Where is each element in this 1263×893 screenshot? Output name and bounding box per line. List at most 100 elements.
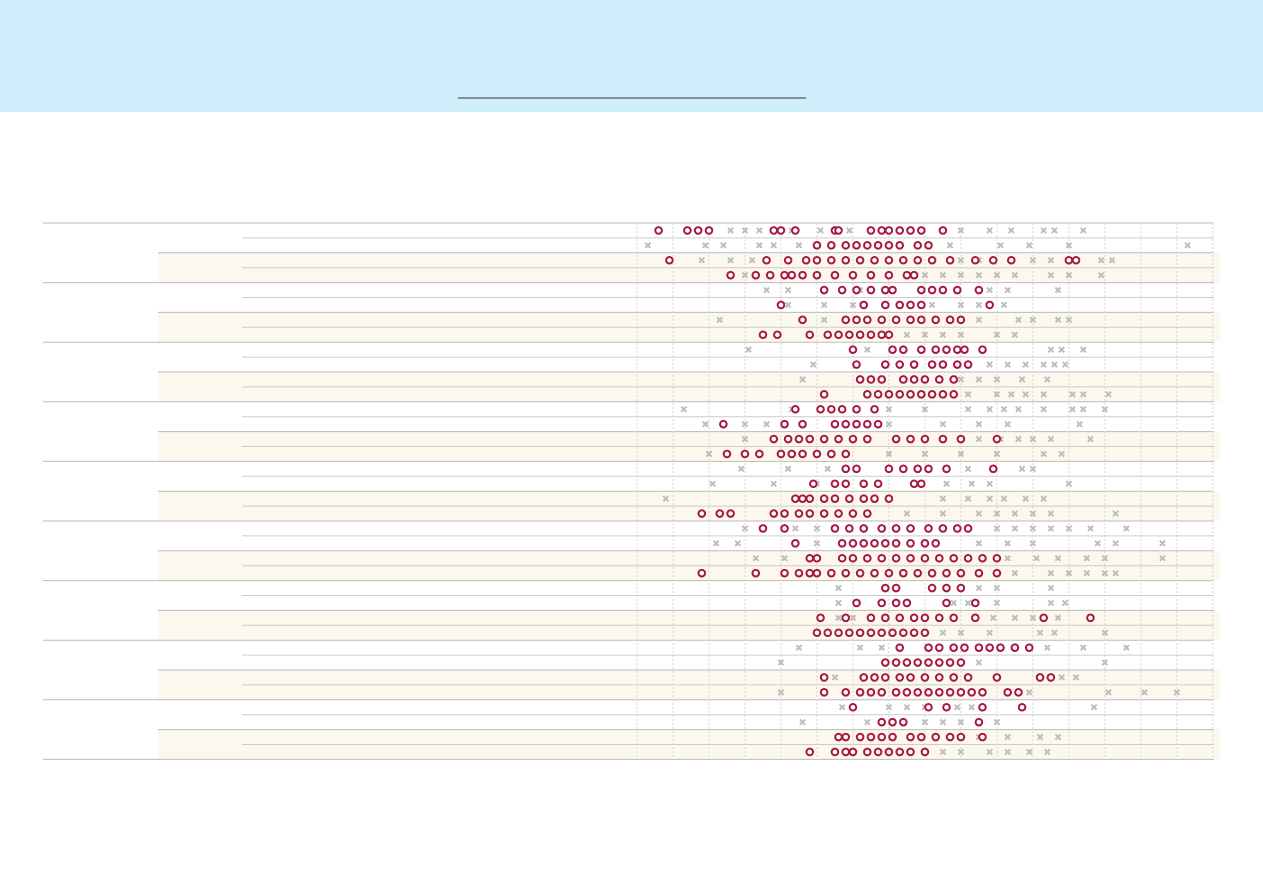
circle-marker	[978, 688, 987, 697]
row-shade	[158, 744, 1220, 760]
circle-marker	[841, 464, 851, 474]
circle-marker	[988, 464, 998, 474]
circle-marker	[891, 583, 901, 593]
circle-marker	[841, 688, 851, 697]
cross-marker	[799, 718, 806, 726]
cross-marker	[727, 256, 734, 264]
cross-marker	[993, 376, 1001, 383]
circle-marker	[956, 688, 966, 697]
cross-marker	[835, 584, 842, 592]
cross-marker	[1065, 271, 1073, 279]
cross-marker	[1025, 242, 1033, 249]
circle-marker	[859, 673, 869, 682]
circle-marker	[934, 673, 944, 682]
cross-marker	[953, 703, 961, 711]
cross-marker	[921, 271, 929, 279]
circle-marker	[805, 568, 815, 578]
circle-marker	[938, 226, 948, 235]
circle-marker	[837, 404, 847, 414]
cross-marker	[1043, 748, 1051, 756]
cross-marker	[1112, 510, 1119, 517]
circle-marker	[913, 241, 923, 250]
circle-marker	[938, 360, 948, 369]
table	[43, 222, 1220, 760]
cross-marker	[738, 465, 745, 473]
circle-marker	[798, 494, 807, 503]
circle-marker	[949, 613, 958, 623]
cross-marker	[1029, 614, 1037, 622]
circle-marker	[827, 255, 836, 265]
circle-marker	[978, 345, 987, 354]
circle-marker	[719, 419, 728, 429]
cross-marker	[1022, 361, 1029, 368]
circle-marker	[902, 598, 912, 608]
circle-marker	[942, 702, 951, 712]
circle-marker	[834, 226, 843, 235]
circle-marker	[996, 643, 1005, 652]
cross-marker	[943, 480, 950, 488]
circle-marker	[798, 315, 807, 325]
circle-marker	[913, 568, 923, 578]
circle-marker	[848, 270, 858, 280]
circle-marker	[884, 330, 894, 340]
row-shade	[158, 267, 1220, 283]
cross-marker	[997, 242, 1004, 249]
circle-marker	[823, 330, 833, 340]
cross-marker	[1079, 227, 1087, 234]
row-shade	[158, 565, 1220, 581]
cross-marker	[986, 227, 993, 234]
circle-marker	[974, 285, 984, 295]
circle-marker	[934, 658, 944, 667]
cross-marker	[1112, 569, 1119, 577]
circle-marker	[873, 390, 883, 399]
circle-marker	[909, 479, 919, 489]
circle-marker	[952, 285, 962, 295]
cross-marker	[1011, 614, 1019, 622]
cross-marker	[1040, 405, 1047, 413]
cross-marker	[1004, 554, 1011, 562]
cross-marker	[1011, 510, 1019, 517]
circle-marker	[827, 568, 836, 578]
circle-marker	[866, 613, 876, 623]
cross-marker	[975, 316, 983, 324]
circle-marker	[816, 613, 825, 623]
cross-marker	[1036, 629, 1044, 637]
circle-marker	[884, 241, 894, 250]
circle-marker	[945, 688, 955, 697]
circle-marker	[683, 226, 692, 235]
cross-marker	[770, 242, 778, 249]
circle-marker	[906, 732, 915, 742]
circle-marker	[863, 747, 872, 757]
circle-marker	[819, 390, 829, 399]
cross-marker	[838, 703, 846, 711]
cross-marker	[1079, 391, 1087, 398]
circle-marker	[992, 568, 1002, 578]
circle-marker	[956, 315, 966, 325]
cross-marker	[957, 331, 965, 339]
circle-marker	[852, 285, 861, 295]
cross-marker	[1040, 450, 1047, 458]
circle-marker	[866, 270, 876, 280]
circle-marker	[812, 241, 822, 250]
circle-marker	[909, 613, 919, 623]
circle-marker	[805, 434, 815, 444]
circle-marker	[884, 255, 894, 265]
circle-marker	[848, 553, 858, 563]
circle-marker	[927, 390, 937, 399]
cross-marker	[1054, 614, 1062, 622]
circle-marker	[913, 464, 923, 474]
circle-marker	[812, 270, 822, 280]
circle-marker	[895, 673, 905, 682]
cross-marker	[1101, 554, 1109, 562]
cross-marker	[741, 435, 749, 443]
circle-marker	[870, 494, 879, 503]
circle-marker	[949, 643, 958, 652]
cross-marker	[986, 748, 993, 756]
circle-marker	[819, 673, 829, 682]
circle-marker	[819, 285, 829, 295]
cross-marker	[993, 525, 1001, 532]
row-shade	[158, 729, 1220, 745]
circle-marker	[855, 255, 865, 265]
circle-marker	[945, 315, 955, 325]
circle-marker	[830, 524, 840, 533]
